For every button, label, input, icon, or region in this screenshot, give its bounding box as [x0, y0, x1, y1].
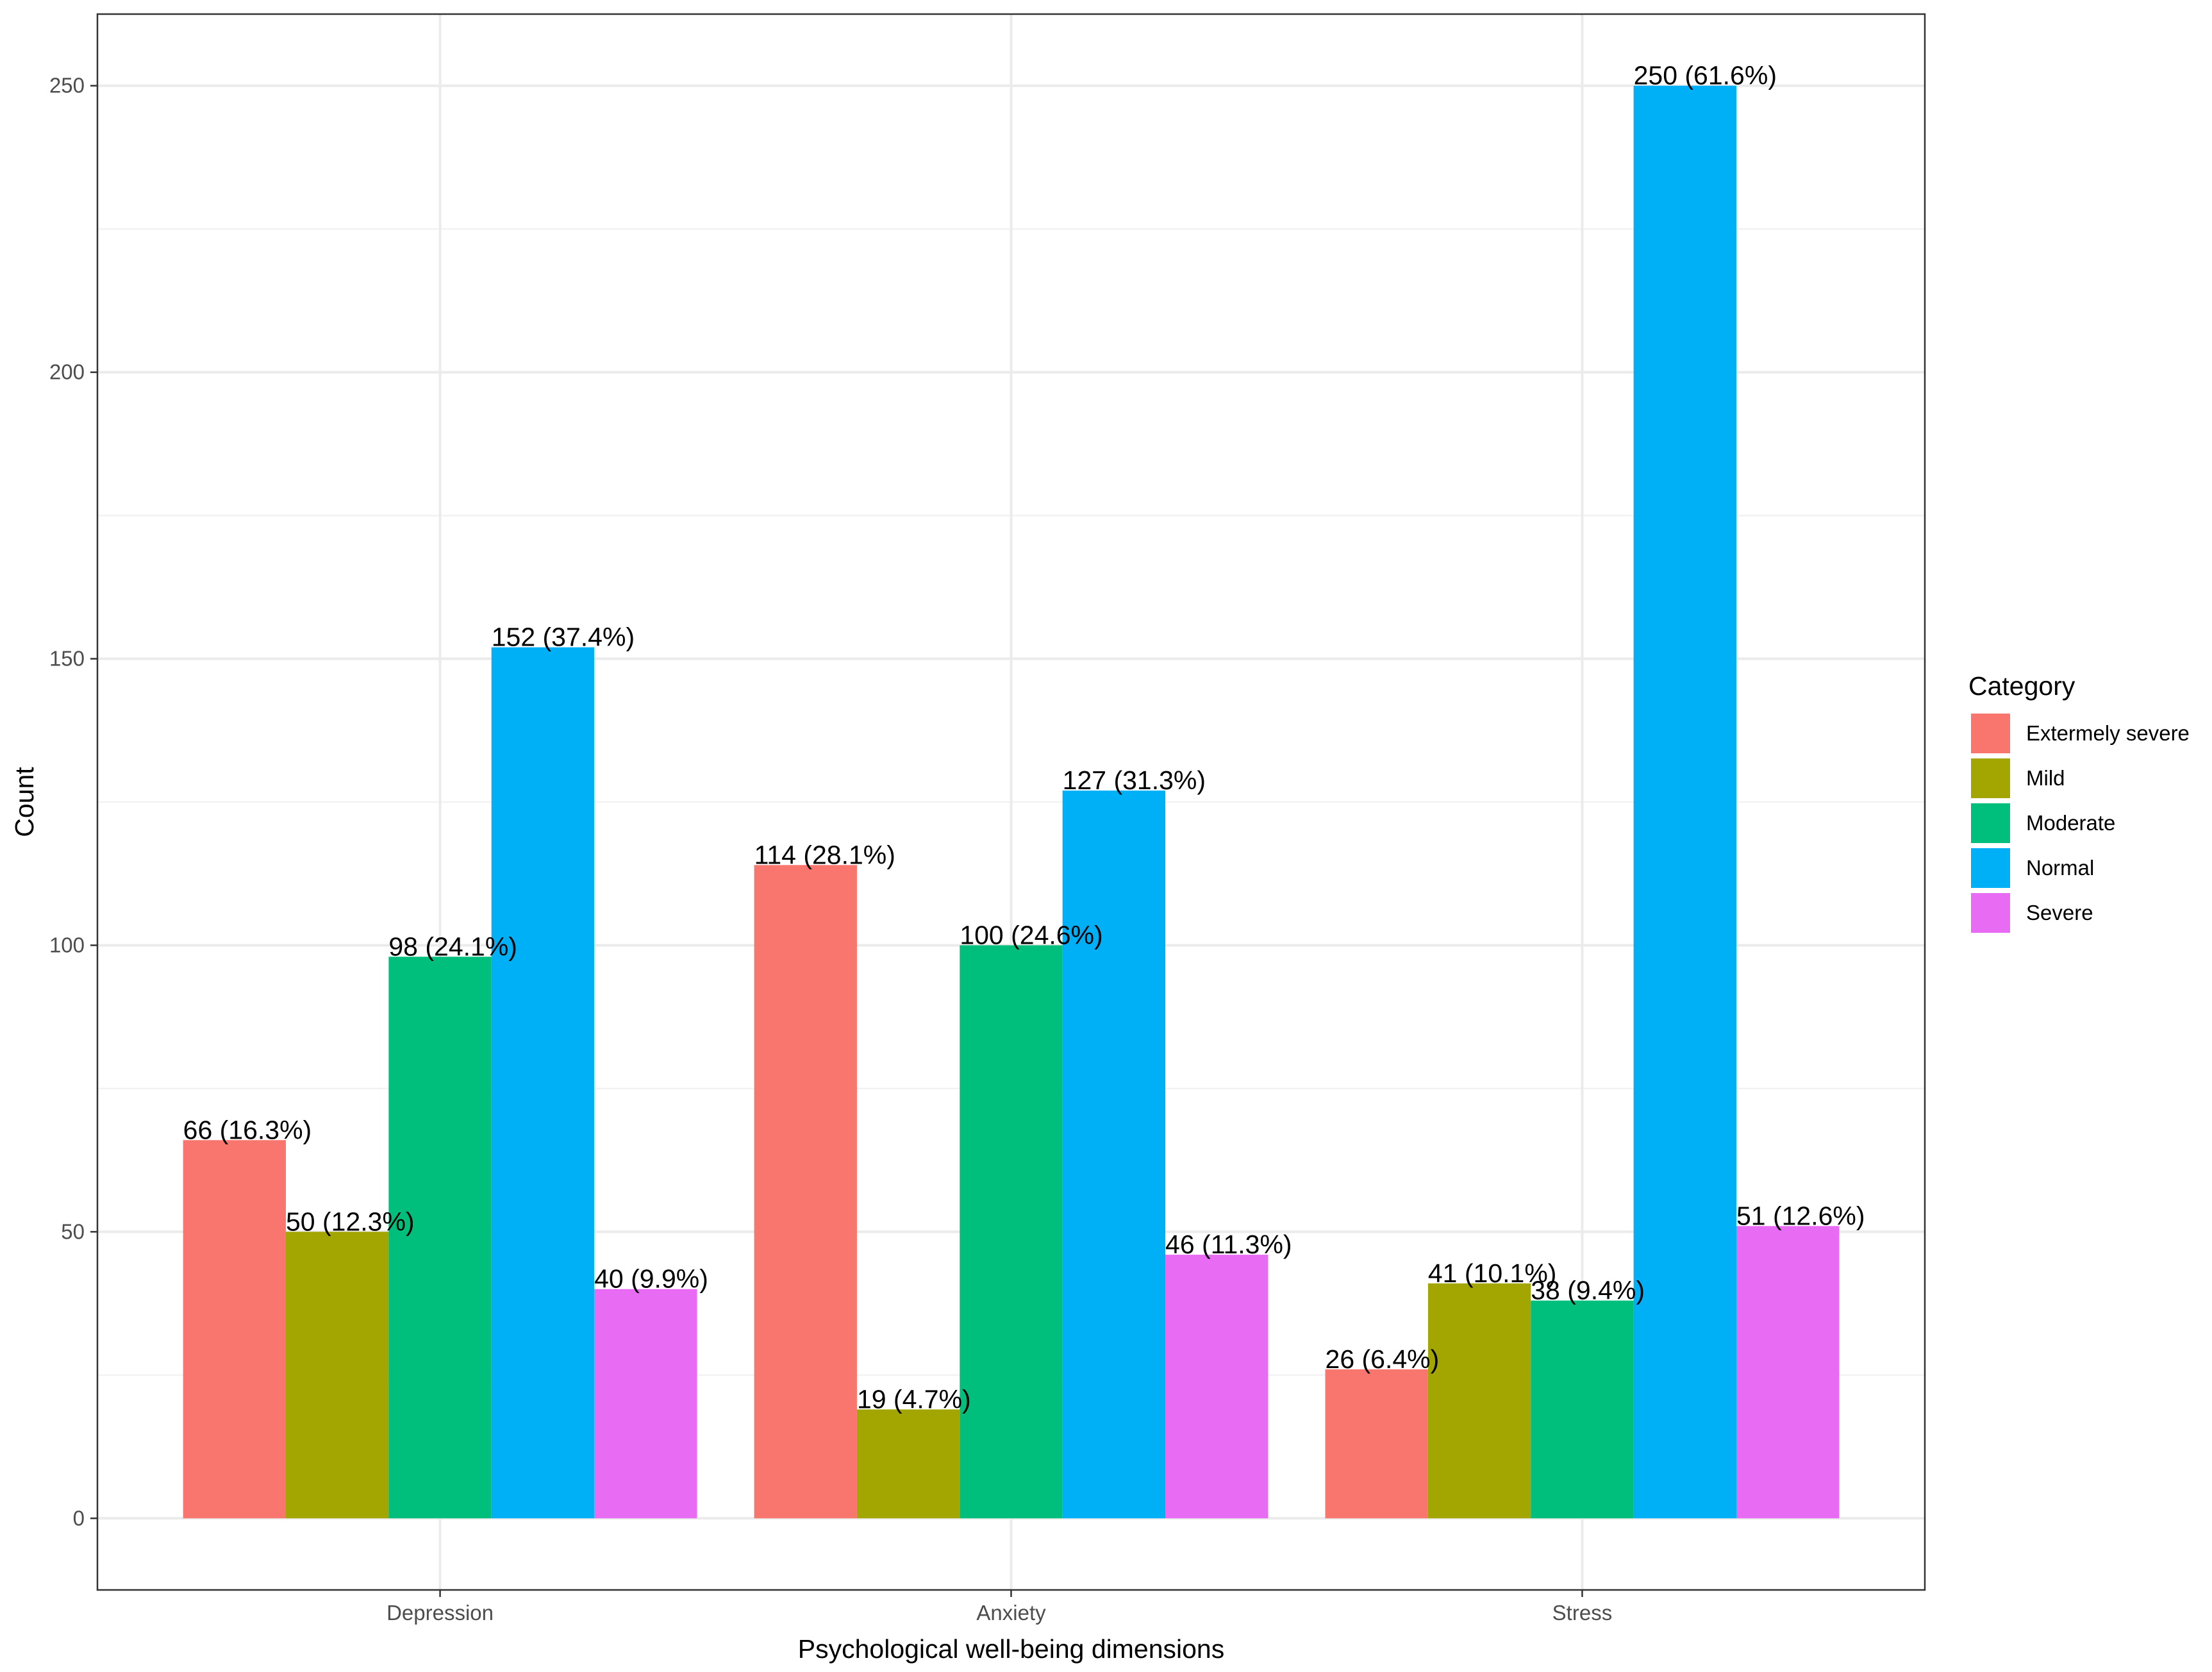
- x-tick-label: Stress: [1552, 1601, 1613, 1625]
- legend-label: Normal: [2026, 856, 2094, 880]
- y-tick-label: 50: [61, 1219, 85, 1243]
- y-tick-label: 0: [73, 1506, 85, 1530]
- data-label: 51 (12.6%): [1736, 1201, 1865, 1230]
- data-label: 26 (6.4%): [1326, 1344, 1440, 1374]
- bar: [491, 647, 595, 1519]
- data-label: 19 (4.7%): [857, 1384, 971, 1414]
- legend: Category Extermely severe Mild Moderate Nor…: [1968, 671, 2190, 933]
- legend-key: [1971, 893, 2010, 933]
- bar: [1325, 1369, 1428, 1519]
- bar: [1736, 1226, 1840, 1519]
- legend-label: Extermely severe: [2026, 721, 2190, 745]
- bar: [1062, 790, 1166, 1519]
- data-label: 66 (16.3%): [183, 1115, 312, 1144]
- y-tick-label: 250: [49, 74, 85, 97]
- data-label: 41 (10.1%): [1428, 1258, 1557, 1288]
- data-label: 100 (24.6%): [960, 920, 1102, 949]
- data-label: 38 (9.4%): [1531, 1276, 1645, 1305]
- legend-key: [1971, 758, 2010, 798]
- x-tick-label: Depression: [387, 1601, 494, 1625]
- legend-key: [1971, 848, 2010, 888]
- legend-label: Severe: [2026, 901, 2093, 924]
- data-label: 46 (11.3%): [1165, 1230, 1292, 1259]
- grid-lines: [97, 14, 1925, 1590]
- x-axis: Depression Anxiety Stress: [387, 1590, 1612, 1625]
- data-label: 250 (61.6%): [1634, 61, 1777, 90]
- x-axis-title: Psychological well-being dimensions: [798, 1634, 1224, 1664]
- data-label: 40 (9.9%): [594, 1264, 708, 1294]
- bar: [1531, 1300, 1634, 1519]
- legend-title: Category: [1968, 671, 2075, 701]
- bar: [754, 865, 857, 1519]
- y-axis-title: Count: [10, 767, 39, 837]
- legend-key: [1971, 714, 2010, 753]
- y-tick-label: 100: [49, 933, 85, 957]
- y-axis: 0 50 100 150 200 250: [49, 74, 97, 1530]
- legend-label: Moderate: [2026, 811, 2115, 835]
- bars: [183, 85, 1840, 1519]
- data-label: 127 (31.3%): [1063, 765, 1206, 795]
- legend-label: Mild: [2026, 766, 2065, 790]
- bar: [856, 1409, 960, 1519]
- data-label: 152 (37.4%): [492, 623, 635, 652]
- data-label: 50 (12.3%): [286, 1207, 415, 1236]
- x-tick-label: Anxiety: [976, 1601, 1046, 1625]
- bar: [1427, 1283, 1531, 1519]
- bar: [1165, 1255, 1268, 1519]
- legend-key: [1971, 803, 2010, 843]
- data-label: 98 (24.1%): [388, 932, 517, 961]
- data-labels: 66 (16.3%) 114 (28.1%) 26 (6.4%) 50 (12.3%)…: [183, 61, 1865, 1414]
- y-tick-label: 200: [49, 360, 85, 384]
- bar: [960, 945, 1063, 1519]
- y-tick-label: 150: [49, 647, 85, 671]
- data-label: 114 (28.1%): [754, 840, 895, 869]
- bar: [594, 1289, 697, 1519]
- bar: [1633, 85, 1736, 1519]
- bar: [286, 1232, 389, 1519]
- bar: [388, 957, 492, 1519]
- bar: [183, 1140, 287, 1519]
